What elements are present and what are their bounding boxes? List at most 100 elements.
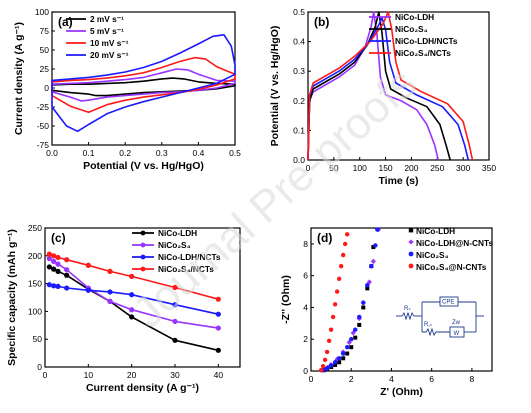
legend-label: NiCo-LDH bbox=[416, 226, 455, 236]
x-tick-label: 0 bbox=[43, 370, 48, 380]
panel-label: (c) bbox=[51, 231, 66, 245]
data-point bbox=[55, 283, 61, 289]
x-tick-label: 30 bbox=[170, 370, 180, 380]
resistor-rs bbox=[401, 311, 415, 321]
x-tick-label: 0.1 bbox=[83, 148, 95, 158]
data-point bbox=[330, 314, 336, 320]
data-point bbox=[357, 322, 362, 327]
data-point bbox=[107, 298, 113, 304]
legend-label: NiCo₂S₄@N-CNTs bbox=[416, 262, 487, 272]
y-tick-label: 200 bbox=[28, 251, 42, 261]
x-tick-label: 0.5 bbox=[229, 148, 241, 158]
data-point bbox=[51, 258, 57, 264]
x-tick-label: 4 bbox=[389, 374, 394, 384]
data-point bbox=[215, 347, 221, 353]
data-point bbox=[337, 360, 342, 365]
y-tick-label: 0.5 bbox=[293, 7, 305, 17]
panel-label: (d) bbox=[317, 231, 332, 245]
data-point bbox=[332, 360, 338, 365]
series-line bbox=[307, 11, 440, 161]
data-point bbox=[345, 232, 350, 237]
data-point bbox=[334, 289, 340, 294]
data-point bbox=[370, 258, 376, 264]
panel-label: (b) bbox=[314, 15, 329, 29]
x-tick-label: 300 bbox=[456, 163, 470, 173]
data-point bbox=[64, 272, 70, 278]
plot-frame bbox=[44, 227, 241, 368]
legend-label: 5 mV s⁻¹ bbox=[90, 26, 124, 36]
data-point bbox=[336, 356, 342, 361]
data-point bbox=[129, 314, 135, 320]
data-point bbox=[46, 282, 52, 288]
y-tick-label: 0 bbox=[37, 362, 42, 372]
y-tick-label: 0.3 bbox=[293, 66, 305, 76]
circuit-label: CPE bbox=[442, 300, 454, 306]
legend-marker bbox=[140, 230, 146, 236]
data-point bbox=[129, 307, 135, 313]
data-point bbox=[51, 283, 57, 289]
y-tick-label: 0.4 bbox=[293, 37, 305, 47]
legend-marker bbox=[408, 239, 414, 245]
data-point bbox=[338, 263, 344, 269]
data-point bbox=[129, 273, 135, 279]
x-axis-label: Current density (A g⁻¹) bbox=[86, 382, 199, 394]
circuit-label: Zw bbox=[452, 320, 461, 326]
data-point bbox=[332, 302, 338, 307]
legend-marker bbox=[408, 251, 414, 257]
data-point bbox=[346, 339, 352, 345]
data-point bbox=[85, 287, 91, 293]
panel-label: (a) bbox=[58, 15, 73, 29]
legend-label: NiCo₂S₄ bbox=[158, 240, 191, 250]
y-tick-label: 0.1 bbox=[293, 125, 305, 135]
x-tick-label: 2 bbox=[349, 374, 354, 384]
y-tick-label: -50 bbox=[37, 121, 50, 131]
legend-marker bbox=[140, 266, 146, 272]
y-axis-label: Current density (A g⁻¹) bbox=[13, 22, 25, 135]
y-tick-label: 75 bbox=[40, 26, 50, 36]
plot-frame bbox=[310, 227, 493, 372]
legend-label: NiCo-LDH bbox=[158, 228, 197, 238]
data-point bbox=[215, 296, 221, 302]
legend-label: NiCo₂S₄/NCTs bbox=[395, 48, 451, 58]
data-point bbox=[318, 368, 324, 373]
data-point bbox=[365, 283, 370, 288]
legend-marker bbox=[408, 263, 414, 269]
y-tick-label: 8 bbox=[303, 239, 308, 249]
data-point bbox=[172, 318, 178, 325]
circuit-label: Rₛ bbox=[404, 306, 411, 312]
series-line bbox=[51, 34, 236, 133]
y-tick-label: 50 bbox=[33, 334, 43, 344]
data-point bbox=[357, 314, 362, 320]
y-tick-label: 50 bbox=[40, 45, 50, 55]
data-point bbox=[215, 325, 221, 331]
x-tick-label: 0.2 bbox=[119, 148, 131, 158]
data-point bbox=[46, 251, 52, 257]
legend-label: 20 mV s⁻¹ bbox=[90, 50, 129, 60]
x-tick-label: 6 bbox=[429, 374, 434, 384]
equivalent-circuit-inset: Rₛ CPE R꜀ₜ Zw W bbox=[396, 296, 484, 338]
data-point bbox=[326, 338, 332, 344]
data-point bbox=[353, 327, 358, 332]
data-point bbox=[349, 345, 354, 350]
legend-label: NiCo-LDH@N-CNTs bbox=[416, 238, 493, 248]
data-point bbox=[51, 253, 57, 259]
plot-frame bbox=[307, 11, 490, 161]
panel-b: 0 50 100 150 200 250 300 350 0.0 0.1 0.2 0.3 0.4 0.5 T… bbox=[269, 7, 496, 187]
x-tick-label: 0.4 bbox=[192, 148, 204, 158]
legend-label: NiCo₂S₄ bbox=[416, 250, 449, 260]
data-point bbox=[322, 357, 328, 363]
data-point bbox=[345, 344, 350, 350]
data-point bbox=[172, 337, 178, 343]
y-tick-label: 6 bbox=[303, 271, 308, 281]
circuit-label: W bbox=[454, 331, 460, 337]
legend-marker bbox=[140, 242, 146, 248]
y-tick-label: 100 bbox=[35, 7, 49, 17]
x-tick-label: 40 bbox=[214, 370, 224, 380]
x-axis-label: Time (s) bbox=[378, 175, 418, 187]
circuit-label: R꜀ₜ bbox=[424, 322, 432, 328]
series-line bbox=[51, 56, 236, 114]
data-point bbox=[353, 335, 358, 340]
legend-label: NiCo-LDH/NCTs bbox=[158, 252, 221, 262]
panel-a: 0.0 0.1 0.2 0.3 0.4 0.5 -75 -50 -25 0 25 50 75 100 Pot… bbox=[13, 7, 241, 172]
